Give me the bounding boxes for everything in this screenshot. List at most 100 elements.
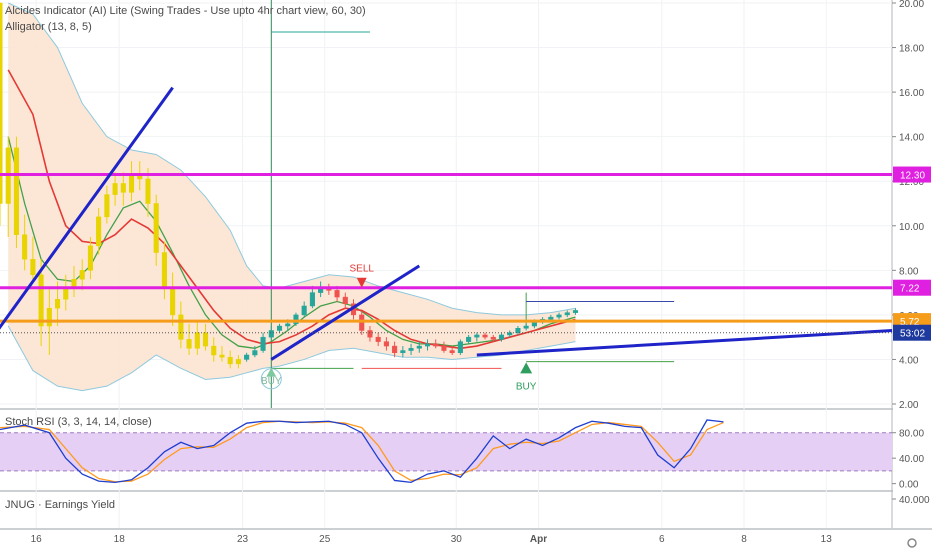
candle-body xyxy=(293,314,299,325)
candle-body xyxy=(367,330,373,338)
indicator-legend-stoch[interactable]: Stoch RSI (3, 3, 14, 14, close) xyxy=(5,416,152,428)
candle-body xyxy=(359,314,365,331)
candle-body xyxy=(383,341,389,347)
candle-body xyxy=(457,341,463,354)
sell-label: SELL xyxy=(349,264,374,275)
candle-body xyxy=(170,287,176,316)
candle-body xyxy=(490,336,496,340)
candle-body xyxy=(449,350,455,354)
candle-body xyxy=(433,343,439,347)
candle-body xyxy=(416,345,422,349)
candle-body xyxy=(572,310,579,313)
trend-line xyxy=(270,264,421,361)
price-tick-label: 14.00 xyxy=(899,133,924,144)
candle-body xyxy=(194,332,200,349)
earnings-tick-label: 40.000 xyxy=(899,495,930,506)
buy-label: BUY xyxy=(516,381,537,392)
candle-body xyxy=(235,359,241,365)
last-price-label-box xyxy=(893,324,931,341)
price-tick-label: 10.00 xyxy=(899,222,924,233)
candle-body xyxy=(474,334,480,338)
settings-gear-icon[interactable] xyxy=(907,538,917,548)
stoch-tick-label: 80.00 xyxy=(899,429,924,440)
candle-body xyxy=(46,307,52,327)
candle-body xyxy=(112,183,118,195)
last-price-label: 53:02 xyxy=(900,329,925,340)
price-tick-label: 16.00 xyxy=(899,88,924,99)
trend-line xyxy=(0,86,174,330)
candle-body xyxy=(178,314,184,340)
trend-line xyxy=(476,328,893,357)
buy-faded-arrow-icon xyxy=(266,367,277,377)
buy-faded-label: BUY xyxy=(261,376,282,387)
candle-body xyxy=(30,258,36,276)
price-tick-label: 20.00 xyxy=(899,0,924,10)
band-fill xyxy=(8,3,576,391)
candle-body xyxy=(482,334,488,338)
stoch-tick-label: 0.00 xyxy=(899,480,919,491)
candle-body xyxy=(244,354,250,360)
candle-body xyxy=(268,330,274,338)
candle-body xyxy=(285,323,291,327)
indicator-legend-earnings[interactable]: JNUG · Earnings Yield xyxy=(5,499,116,511)
candle-body xyxy=(556,314,562,318)
candle-body xyxy=(424,343,431,347)
candle-body xyxy=(145,178,151,204)
candle-body xyxy=(498,334,505,340)
candle-body xyxy=(22,234,28,260)
candle-body xyxy=(128,174,135,193)
band-lower-line xyxy=(7,325,576,392)
candle-body xyxy=(38,274,44,327)
time-tick-label: 16 xyxy=(31,534,43,545)
candle-body xyxy=(523,325,529,329)
indicator-legend-main[interactable]: Alcides Indicator (AI) Lite (Swing Trade… xyxy=(5,5,366,17)
candle-body xyxy=(96,216,102,247)
candle-body xyxy=(564,312,570,316)
candle-body xyxy=(276,325,283,331)
time-tick-label: 25 xyxy=(319,534,331,545)
candle-body xyxy=(87,245,93,271)
candle-body xyxy=(392,345,398,354)
sell-arrow-icon xyxy=(356,277,367,288)
candle-body xyxy=(260,336,266,351)
price-level-label: 5.72 xyxy=(900,317,920,328)
candle-body xyxy=(161,252,167,289)
candle-body xyxy=(400,350,406,354)
ema-red-line xyxy=(7,69,576,350)
candle-body xyxy=(211,345,217,356)
candle-body xyxy=(120,183,126,193)
price-axis xyxy=(893,0,932,528)
candle-body xyxy=(375,336,381,342)
candle-body xyxy=(342,296,348,305)
candle-body xyxy=(515,328,521,333)
time-tick-label: 23 xyxy=(237,534,249,545)
candle-body xyxy=(54,299,61,309)
candle-body xyxy=(0,2,3,204)
candle-body xyxy=(219,354,225,358)
price-tick-label: 2.00 xyxy=(899,400,919,411)
buy-arrow-icon xyxy=(520,362,533,374)
stoch-band-fill xyxy=(0,432,892,471)
candle-body xyxy=(252,350,258,356)
price-level-label-box xyxy=(893,279,931,296)
time-tick-label: 18 xyxy=(114,534,126,545)
candle-body xyxy=(301,305,307,316)
time-tick-label: Apr xyxy=(530,534,547,545)
price-level-label: 12.30 xyxy=(900,171,925,182)
candle-body xyxy=(507,332,513,336)
candle-body xyxy=(186,339,192,349)
time-tick-label: 6 xyxy=(659,534,665,545)
time-tick-label: 8 xyxy=(741,534,747,545)
indicator-legend-alligator[interactable]: Alligator (13, 8, 5) xyxy=(5,21,92,33)
candle-body xyxy=(441,345,447,351)
candle-body xyxy=(548,316,554,320)
candle-body xyxy=(227,356,233,365)
candle-body xyxy=(334,290,340,298)
candle-body xyxy=(202,332,209,347)
candle-body xyxy=(79,270,85,280)
candle-body xyxy=(309,292,315,307)
price-tick-label: 8.00 xyxy=(899,266,919,277)
price-level-label-box xyxy=(893,166,931,183)
candle-body xyxy=(13,147,19,235)
